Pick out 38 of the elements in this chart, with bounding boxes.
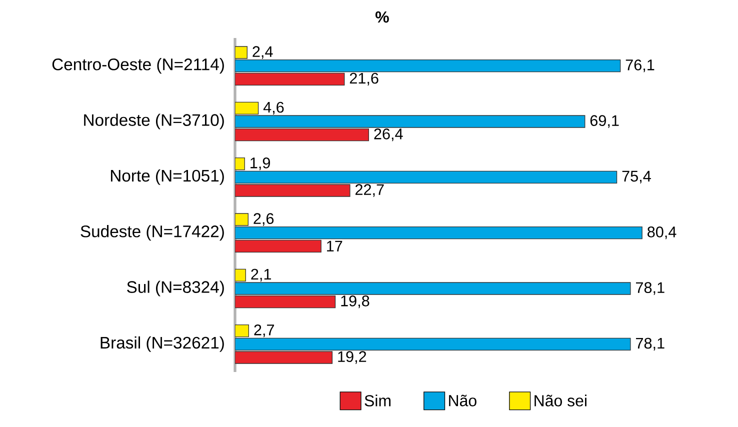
y-tick-label: Norte (N=1051) bbox=[110, 169, 224, 185]
y-tick-label: Centro-Oeste (N=2114) bbox=[52, 58, 224, 74]
y-tick-label: Nordeste (N=3710) bbox=[84, 114, 224, 130]
data-label: 78,1 bbox=[636, 338, 664, 350]
bar bbox=[235, 158, 245, 170]
data-label: 22,7 bbox=[355, 184, 384, 197]
data-label: 80,4 bbox=[648, 226, 676, 240]
bar bbox=[235, 269, 246, 282]
legend-label: Não sei bbox=[534, 394, 586, 406]
y-tick-label: Brasil (N=32621) bbox=[100, 336, 224, 352]
y-tick-label: Sudeste (N=17422) bbox=[80, 225, 224, 241]
bar bbox=[235, 226, 642, 240]
data-label: 1,9 bbox=[250, 157, 270, 170]
bar bbox=[235, 102, 259, 114]
legend-label: Sim bbox=[364, 394, 390, 406]
data-label: 2,4 bbox=[252, 46, 273, 59]
bar bbox=[235, 59, 621, 72]
data-label: 26,4 bbox=[374, 128, 403, 142]
data-label: 4,6 bbox=[263, 102, 284, 114]
data-label: 75,4 bbox=[622, 170, 651, 184]
y-tick-label: Sul (N=8324) bbox=[127, 280, 224, 296]
bar bbox=[235, 282, 631, 295]
data-label: 2,7 bbox=[254, 324, 274, 338]
data-label: 2,1 bbox=[251, 268, 271, 282]
bar bbox=[235, 324, 250, 338]
chart-title: % bbox=[375, 11, 389, 23]
data-label: 78,1 bbox=[636, 282, 664, 295]
bar bbox=[235, 170, 618, 184]
bar bbox=[235, 338, 631, 350]
data-label: 69,1 bbox=[590, 115, 619, 128]
data-label: 21,6 bbox=[350, 72, 378, 86]
data-label: 76,1 bbox=[626, 59, 654, 72]
data-label: 2,6 bbox=[254, 213, 274, 226]
legend-label: Não bbox=[449, 394, 476, 406]
data-label: 19,2 bbox=[338, 351, 366, 364]
bar bbox=[235, 115, 586, 128]
data-label: 19,8 bbox=[341, 295, 370, 308]
data-label: 17 bbox=[327, 240, 342, 252]
